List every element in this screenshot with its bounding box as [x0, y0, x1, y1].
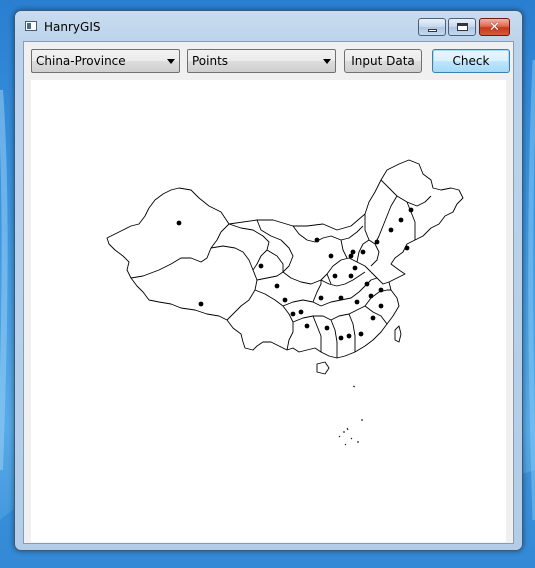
app-window: HanryGIS ✕ China-Province Points Input D…: [14, 10, 523, 551]
map-point: [358, 331, 364, 337]
map-point: [404, 245, 410, 251]
map-point: [324, 325, 330, 331]
map-point: [408, 207, 414, 213]
chevron-down-icon: [167, 59, 175, 64]
country-outline: [106, 159, 464, 359]
map-point: [274, 283, 280, 289]
map-point: [348, 273, 354, 279]
taiwan-island: [394, 325, 402, 343]
input-data-button[interactable]: Input Data: [344, 49, 422, 73]
client-area: China-Province Points Input Data Check: [23, 41, 514, 544]
region-select-value: China-Province: [36, 54, 126, 68]
map-point: [338, 335, 344, 341]
map-point: [354, 299, 360, 305]
minimize-icon: [427, 28, 437, 32]
map-point: [298, 309, 304, 315]
chevron-down-icon: [323, 59, 331, 64]
map-point: [318, 295, 324, 301]
map-point: [328, 253, 334, 259]
close-button[interactable]: ✕: [479, 18, 510, 36]
map-point: [398, 217, 404, 223]
hainan-island: [316, 361, 330, 375]
layer-select[interactable]: Points: [187, 49, 336, 73]
window-title: HanryGIS: [44, 20, 101, 34]
layer-select-value: Points: [192, 54, 229, 68]
title-bar[interactable]: HanryGIS ✕: [15, 11, 522, 41]
china-province-map: [106, 159, 464, 446]
map-point: [368, 293, 374, 299]
close-icon: ✕: [489, 19, 500, 35]
map-point: [258, 263, 264, 269]
map-point: [378, 287, 384, 293]
map-point: [350, 249, 356, 255]
points-layer: [176, 207, 414, 341]
map-point: [388, 227, 394, 233]
map-point: [352, 265, 358, 271]
map-point: [338, 295, 344, 301]
map-point: [364, 281, 370, 287]
map-point: [360, 249, 366, 255]
map-point: [378, 303, 384, 309]
map-point: [370, 315, 376, 321]
map-point: [332, 273, 338, 279]
maximize-icon: [456, 23, 468, 31]
map-point: [282, 297, 288, 303]
map-point: [346, 333, 352, 339]
map-point: [290, 311, 296, 317]
region-select[interactable]: China-Province: [31, 49, 180, 73]
map-point: [176, 220, 182, 226]
maximize-button[interactable]: [448, 18, 476, 36]
check-button[interactable]: Check: [432, 49, 510, 73]
map-canvas[interactable]: [31, 80, 506, 542]
app-window-icon: [25, 21, 37, 31]
map-point: [314, 237, 320, 243]
map-point: [374, 239, 380, 245]
map-point: [348, 253, 354, 259]
map-point: [198, 301, 204, 307]
map-point: [304, 323, 310, 329]
minimize-button[interactable]: [418, 18, 446, 36]
